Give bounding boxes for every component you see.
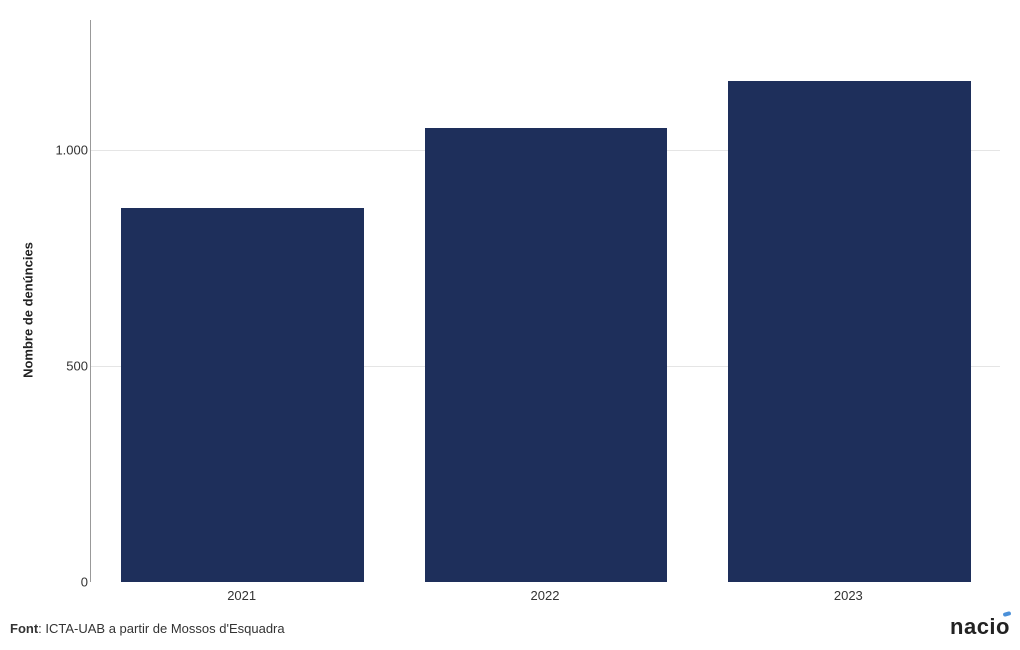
chart-container: Nombre de denúncies 0 500 1.000 2021 2022 202… [10, 10, 1010, 610]
plot-area [90, 20, 1000, 582]
source-text: : ICTA-UAB a partir de Mossos d'Esquadra [38, 621, 284, 636]
y-tick-label: 500 [66, 358, 88, 373]
y-axis-label: Nombre de denúncies [21, 242, 36, 378]
bar [425, 128, 668, 582]
logo-text: naci [950, 614, 996, 639]
y-tick-label: 0 [81, 575, 88, 590]
x-tick-label: 2022 [531, 588, 560, 603]
logo: nacio [950, 614, 1010, 640]
bar [728, 81, 971, 582]
source-footer: Font: ICTA-UAB a partir de Mossos d'Esqu… [10, 621, 285, 636]
y-tick-label: 1.000 [55, 142, 88, 157]
x-tick-label: 2021 [227, 588, 256, 603]
bar [121, 208, 364, 582]
logo-accent: o [996, 614, 1010, 640]
source-label: Font [10, 621, 38, 636]
x-tick-label: 2023 [834, 588, 863, 603]
